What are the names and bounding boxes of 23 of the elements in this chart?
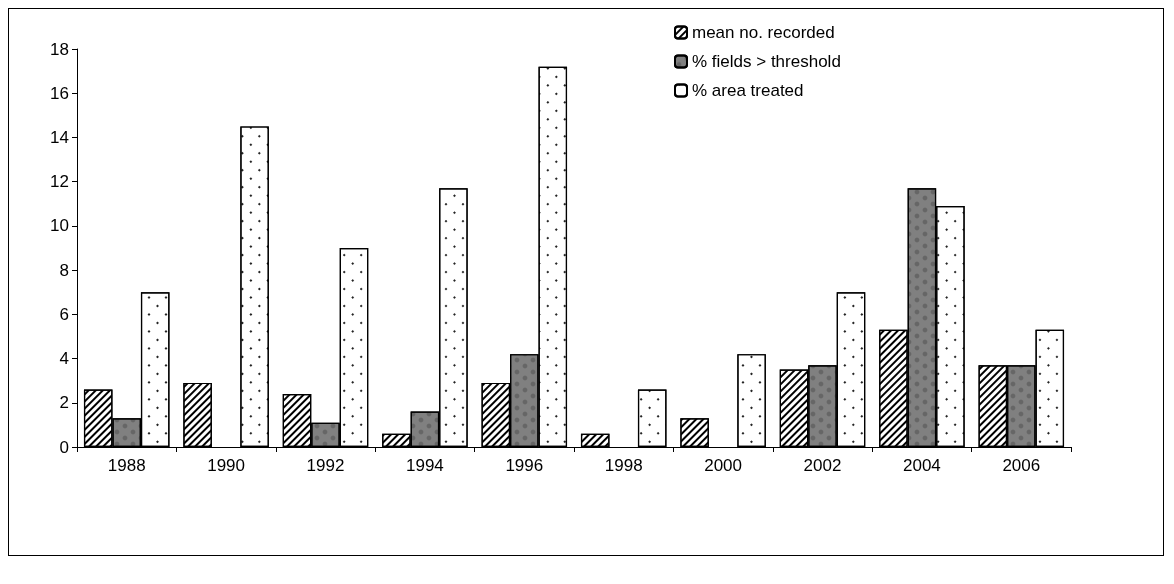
x-tick-label: 1988 bbox=[107, 456, 146, 475]
x-tick-label: 2000 bbox=[704, 456, 743, 475]
x-tick-label: 2002 bbox=[803, 456, 842, 475]
x-tick-label: 2006 bbox=[1002, 456, 1041, 475]
y-tick-label: 4 bbox=[59, 349, 69, 369]
y-tick-label: 0 bbox=[59, 437, 69, 457]
y-tick-label: 14 bbox=[50, 127, 69, 147]
x-tick-label: 1996 bbox=[505, 456, 544, 475]
legend-label: % fields > threshold bbox=[692, 52, 841, 71]
legend-label: % area treated bbox=[692, 81, 804, 100]
y-tick-label: 8 bbox=[59, 260, 69, 280]
legend-label: mean no. recorded bbox=[692, 23, 835, 42]
x-tick-label: 1994 bbox=[405, 456, 444, 475]
x-tick-label: 1998 bbox=[604, 456, 643, 475]
y-tick-label: 10 bbox=[50, 216, 69, 236]
y-tick-label: 12 bbox=[50, 172, 69, 192]
y-tick-label: 6 bbox=[59, 304, 69, 324]
x-tick-label: 2004 bbox=[902, 456, 941, 475]
y-tick-label: 2 bbox=[59, 393, 69, 413]
y-tick-label: 18 bbox=[50, 39, 69, 59]
x-tick-label: 1990 bbox=[207, 456, 246, 475]
x-tick-label: 1992 bbox=[306, 456, 345, 475]
y-tick-label: 16 bbox=[50, 83, 69, 103]
